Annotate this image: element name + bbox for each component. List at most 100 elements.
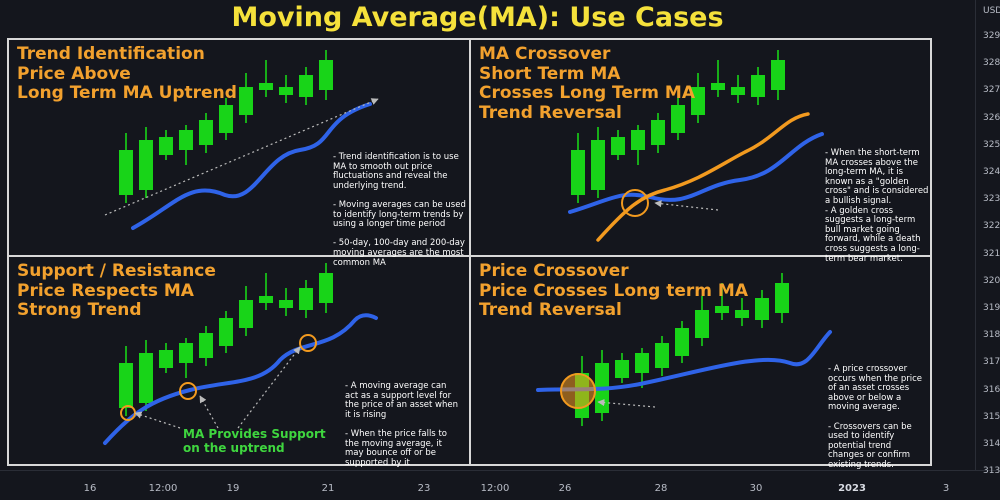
candle-body [711, 83, 725, 90]
candle-body [139, 353, 153, 403]
time-axis-tick: 28 [654, 483, 668, 494]
time-axis-tick: 26 [558, 483, 572, 494]
candle-body [771, 60, 785, 90]
candle-body [239, 87, 253, 115]
candle-body [299, 288, 313, 310]
candle-body [691, 87, 705, 115]
candle-body [755, 298, 769, 320]
candle-body [635, 353, 649, 373]
support-annotation: MA Provides Support on the uptrend [183, 427, 326, 455]
candle-body [715, 306, 729, 313]
price-axis-tick: 3240 [983, 167, 1000, 177]
candle-body [671, 105, 685, 133]
long-ma-line [131, 102, 372, 230]
candle-body [179, 343, 193, 363]
panel-1-title: Trend Identification Price Above Long Te… [17, 44, 237, 103]
crossover-highlight [179, 382, 197, 400]
candle-body [655, 343, 669, 368]
annotation-arrow [199, 395, 219, 429]
candle-body [675, 328, 689, 356]
candle-body [735, 310, 749, 318]
panel-price-crossover-chart [536, 273, 832, 426]
candle-body [775, 283, 789, 313]
time-axis-tick: 30 [749, 483, 763, 494]
price-axis-tick: 3140 [983, 439, 1000, 449]
price-axis-tick: 3290 [983, 31, 1000, 41]
time-axis-tick: 2023 [838, 483, 866, 494]
time-axis-tick: 19 [226, 483, 240, 494]
panel-divider-vertical [469, 38, 471, 466]
candle-body [591, 140, 605, 190]
price-axis-tick: 3200 [983, 275, 1000, 286]
candle-body [159, 137, 173, 155]
annotation-arrow [654, 200, 719, 211]
candle-body [279, 300, 293, 308]
price-axis-tick: 3150 [983, 411, 1000, 422]
panel-2-notes: - When the short-term MA crosses above t… [825, 148, 929, 264]
panel-2-title: MA Crossover Short Term MA Crosses Long … [479, 44, 696, 123]
time-axis-tick: 23 [417, 483, 431, 494]
candle-body [631, 130, 645, 150]
candle-body [751, 75, 765, 97]
candle-body [219, 318, 233, 346]
candle-body [219, 105, 233, 133]
annotation-arrow [237, 346, 301, 429]
time-axis-tick: 12:00 [480, 483, 510, 494]
candle-body [179, 130, 193, 150]
candle-body [199, 120, 213, 145]
candle-body [731, 87, 745, 95]
price-axis-tick: 3130 [983, 466, 1000, 477]
price-axis-tick: 3180 [983, 330, 1000, 341]
price-axis-border [975, 0, 976, 470]
candle-body [259, 296, 273, 303]
candle-body [695, 310, 709, 338]
candle-body [611, 137, 625, 155]
price-axis-tick: 3210 [983, 248, 1000, 259]
candle-body [319, 273, 333, 303]
price-axis-tick: 3250 [983, 139, 1000, 150]
candle-body [615, 360, 629, 378]
panel-3-notes: - A moving average can act as a support … [345, 381, 458, 468]
price-axis-tick: 3190 [983, 303, 1000, 313]
crossover-highlight [299, 334, 317, 352]
candle-body [119, 363, 133, 408]
panel-divider-horizontal [7, 255, 932, 257]
candle-body [239, 300, 253, 328]
time-axis-tick: 3 [942, 483, 950, 494]
price-axis-tick: 3230 [983, 194, 1000, 205]
candle-body [651, 120, 665, 145]
candle-body [259, 83, 273, 90]
candle-body [139, 140, 153, 190]
panel-ma-crossover-chart [568, 50, 824, 242]
long-ma-line [568, 132, 824, 214]
price-axis-tick: 3270 [983, 85, 1000, 96]
price-axis-tick: 3170 [983, 357, 1000, 368]
crossover-highlight [560, 373, 596, 409]
candle-body [279, 87, 293, 95]
price-axis-tick: 3220 [983, 221, 1000, 232]
time-axis-tick: 21 [321, 483, 335, 494]
short-ma-line [596, 112, 810, 242]
price-axis-unit: USD [983, 6, 1000, 16]
candle-body [119, 150, 133, 195]
candle-body [319, 60, 333, 90]
page-title: Moving Average(MA): Use Cases [231, 2, 724, 33]
candle-body [571, 150, 585, 195]
long-ma-line [103, 313, 378, 445]
panel-1-notes: - Trend identification is to use MA to s… [333, 152, 466, 268]
panel-support-resistance-chart [103, 263, 378, 445]
annotation-arrow [134, 411, 181, 429]
panel-trend-identification-chart [104, 50, 379, 230]
panel-3-title: Support / Resistance Price Respects MA S… [17, 261, 216, 320]
time-axis-border [0, 470, 1000, 471]
crossover-highlight [621, 189, 649, 217]
candle-body [159, 350, 173, 368]
price-axis-tick: 3280 [983, 58, 1000, 69]
time-axis-tick: 16 [83, 483, 97, 494]
candle-body [199, 333, 213, 358]
price-axis-tick: 3160 [983, 384, 1000, 395]
panel-4-title: Price Crossover Price Crosses Long term … [479, 261, 748, 320]
time-axis-tick: 12:00 [148, 483, 178, 494]
